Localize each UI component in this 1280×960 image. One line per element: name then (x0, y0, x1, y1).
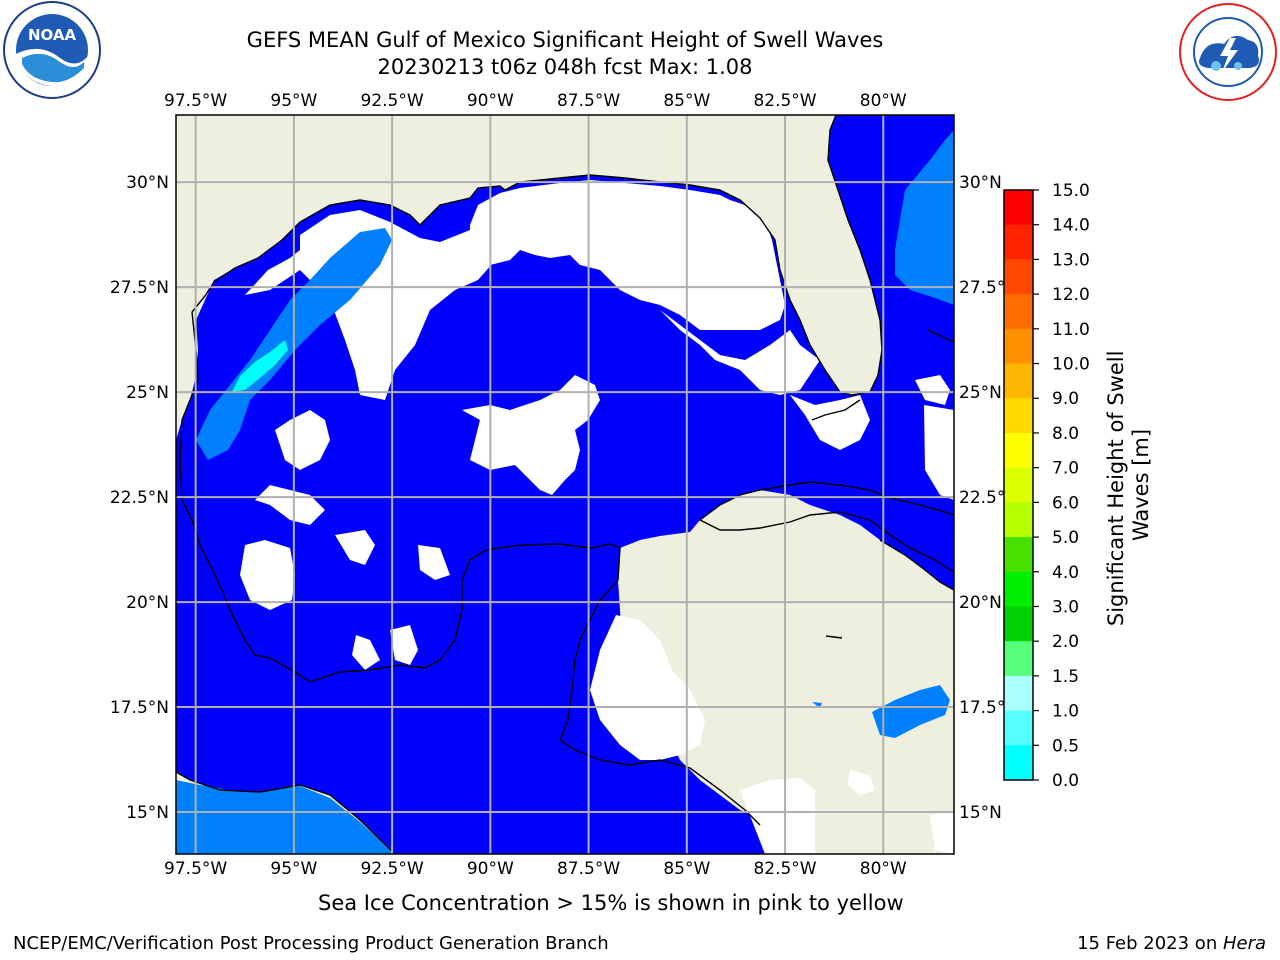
footer-credit: NCEP/EMC/Verification Post Processing Pr… (13, 933, 609, 954)
colorbar-swatch (1004, 259, 1033, 295)
colorbar-tick-label: 2.0 (1052, 632, 1079, 652)
colorbar-tick-label: 1.5 (1052, 667, 1079, 687)
colorbar-swatch (1004, 606, 1033, 642)
lat-tick-right: 25°N (959, 383, 1002, 403)
lat-tick-left: 20°N (126, 593, 169, 613)
lon-tick-top: 90°W (467, 91, 514, 111)
colorbar-swatch (1004, 190, 1033, 226)
lat-tick-right: 30°N (959, 173, 1002, 193)
footnote-text: Sea Ice Concentration > 15% is shown in … (318, 891, 904, 915)
colorbar-swatch (1004, 328, 1033, 365)
lat-tick-left: 22.5°N (110, 488, 169, 508)
colorbar-tick-label: 14.0 (1052, 216, 1090, 236)
colorbar-swatch (1004, 571, 1033, 607)
colorbar-tick-label: 0.0 (1052, 771, 1079, 791)
lon-tick-top: 97.5°W (164, 91, 227, 111)
colorbar-tick-label: 4.0 (1052, 563, 1079, 583)
colorbar-frame (1003, 189, 1034, 781)
colorbar-swatch (1004, 467, 1033, 503)
colorbar-tick-label: 13.0 (1052, 250, 1090, 270)
lon-tick-bottom: 87.5°W (557, 859, 620, 879)
lat-tick-left: 17.5°N (110, 698, 169, 718)
colorbar-swatch (1004, 745, 1033, 781)
footer-date: 15 Feb 2023 on Hera (1077, 933, 1266, 954)
lon-tick-top: 92.5°W (361, 91, 424, 111)
colorbar-tick-label: 3.0 (1052, 597, 1079, 617)
colorbar-tick-label: 9.0 (1052, 389, 1079, 409)
colorbar-label-line2: Waves [m] (1129, 429, 1153, 541)
lon-tick-top: 95°W (270, 91, 317, 111)
chart-subtitle: 20230213 t06z 048h fcst Max: 1.08 (377, 55, 753, 79)
lon-tick-bottom: 82.5°W (753, 859, 816, 879)
noaa-logo-text: NOAA (28, 26, 77, 44)
map-gridlines (176, 115, 954, 854)
nws-logo-icon (1179, 3, 1277, 101)
lon-tick-top: 87.5°W (557, 91, 620, 111)
colorbar-tick-label: 11.0 (1052, 320, 1090, 340)
lat-tick-left: 15°N (126, 803, 169, 823)
colorbar-swatch (1004, 502, 1033, 538)
lat-tick-right: 15°N (959, 803, 1002, 823)
chart-title: GEFS MEAN Gulf of Mexico Significant Hei… (246, 28, 884, 52)
colorbar-label: Significant Height of Swell Waves [m] (1104, 344, 1153, 626)
colorbar-swatch (1004, 641, 1033, 677)
lon-tick-bottom: 80°W (860, 859, 907, 879)
colorbar-swatch (1004, 675, 1033, 712)
lon-tick-top: 80°W (860, 91, 907, 111)
lat-tick-right: 20°N (959, 593, 1002, 613)
lon-tick-bottom: 92.5°W (361, 859, 424, 879)
lon-labels-bottom: 97.5°W 95°W 92.5°W 90°W 87.5°W 85°W 82.5°W 80°W (164, 859, 907, 879)
lat-labels-left: 30°N 27.5°N 25°N 22.5°N 20°N 17.5°N 15°N (110, 173, 169, 823)
colorbar-tick-label: 12.0 (1052, 285, 1090, 305)
colorbar-tick-label: 0.5 (1052, 736, 1079, 756)
masked-patches (240, 180, 954, 854)
lon-tick-bottom: 85°W (663, 859, 710, 879)
lon-tick-top: 85°W (663, 91, 710, 111)
colorbar-swatch (1004, 294, 1033, 330)
colorbar-label-line1: Significant Height of Swell (1104, 351, 1128, 627)
lon-tick-bottom: 95°W (270, 859, 317, 879)
colorbar-tick-label: 10.0 (1052, 355, 1090, 375)
colorbar-tick-label: 1.0 (1052, 702, 1079, 722)
colorbar (1003, 189, 1034, 781)
lat-tick-left: 27.5°N (110, 278, 169, 298)
colorbar-swatch (1004, 710, 1033, 746)
lat-tick-left: 30°N (126, 173, 169, 193)
colorbar-tick-label: 5.0 (1052, 528, 1079, 548)
colorbar-tick-label: 6.0 (1052, 493, 1079, 513)
footer-host: Hera (1222, 933, 1266, 954)
colorbar-tick-label: 15.0 (1052, 181, 1090, 201)
water-band-1.0-1.5 (232, 340, 288, 392)
lon-tick-bottom: 90°W (467, 859, 514, 879)
noaa-logo-icon: NOAA (3, 1, 101, 99)
lat-tick-left: 25°N (126, 383, 169, 403)
map-frame (175, 114, 955, 855)
lon-tick-top: 82.5°W (753, 91, 816, 111)
lon-labels-top: 97.5°W 95°W 92.5°W 90°W 87.5°W 85°W 82.5°W 80°W (164, 91, 907, 111)
colorbar-swatch (1004, 432, 1033, 469)
colorbar-tick-label: 7.0 (1052, 459, 1079, 479)
coastline (176, 115, 954, 854)
colorbar-swatch (1004, 224, 1033, 260)
colorbar-swatch (1004, 398, 1033, 434)
colorbar-swatch (1004, 537, 1033, 573)
footer-date-text: 15 Feb 2023 on (1077, 933, 1223, 954)
lon-tick-bottom: 97.5°W (164, 859, 227, 879)
colorbar-ticks: 15.0 14.0 13.0 12.0 11.0 10.0 9.0 8.0 7.0 6.0 5.0 4… (1033, 181, 1090, 791)
colorbar-tick-label: 8.0 (1052, 424, 1079, 444)
colorbar-swatch (1004, 363, 1033, 399)
